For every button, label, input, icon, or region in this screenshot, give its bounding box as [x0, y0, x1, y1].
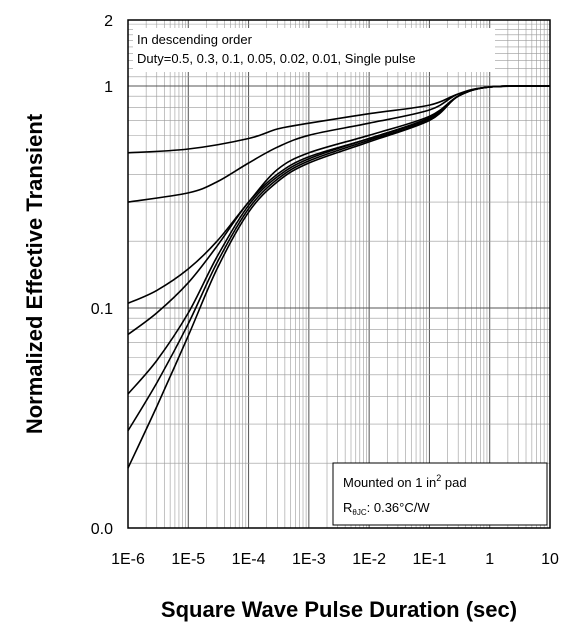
plot-frame	[127, 19, 551, 529]
mount-annotation-box	[332, 462, 548, 526]
y-tick-labels: 0.0 0.1 1 2	[91, 13, 113, 538]
y-axis-title: Normalized Effective Transient	[22, 113, 47, 434]
r-value: : 0.36°C/W	[367, 500, 431, 515]
r-sub: θJC	[352, 508, 366, 517]
mount-prefix: Mounted on 1 in	[343, 475, 436, 490]
mount-suffix: pad	[441, 475, 466, 490]
x-tick-label: 10	[541, 551, 559, 568]
mount-sup: 2	[436, 473, 441, 483]
y-tick-label: 0.0	[91, 521, 113, 538]
x-tick-label: 1E-6	[111, 551, 145, 568]
x-tick-label: 1E-3	[292, 551, 326, 568]
series-line-7	[127, 85, 551, 469]
y-tick-label: 1	[104, 79, 113, 96]
mount-annotation-line2: RθJC: 0.36°C/W	[343, 500, 430, 517]
x-tick-label: 1E-2	[352, 551, 386, 568]
order-annotation-line1: In descending order	[137, 32, 253, 47]
x-tick-label: 1E-5	[171, 551, 205, 568]
grid	[128, 20, 550, 528]
y-tick-label: 2	[104, 13, 113, 30]
x-tick-label: 1E-4	[232, 551, 266, 568]
x-axis-title: Square Wave Pulse Duration (sec)	[161, 597, 517, 622]
curves	[127, 85, 551, 469]
x-tick-labels: 1E-6 1E-5 1E-4 1E-3 1E-2 1E-1 1 10	[111, 551, 559, 568]
r-main: R	[343, 500, 352, 515]
x-tick-label: 1E-1	[413, 551, 447, 568]
order-annotation-box	[133, 28, 495, 72]
x-tick-label: 1	[485, 551, 494, 568]
order-annotation-line2: Duty=0.5, 0.3, 0.1, 0.05, 0.02, 0.01, Si…	[137, 51, 416, 66]
y-tick-label: 0.1	[91, 301, 113, 318]
series-line-2	[127, 85, 551, 203]
mount-annotation-line1: Mounted on 1 in2 pad	[343, 473, 467, 490]
